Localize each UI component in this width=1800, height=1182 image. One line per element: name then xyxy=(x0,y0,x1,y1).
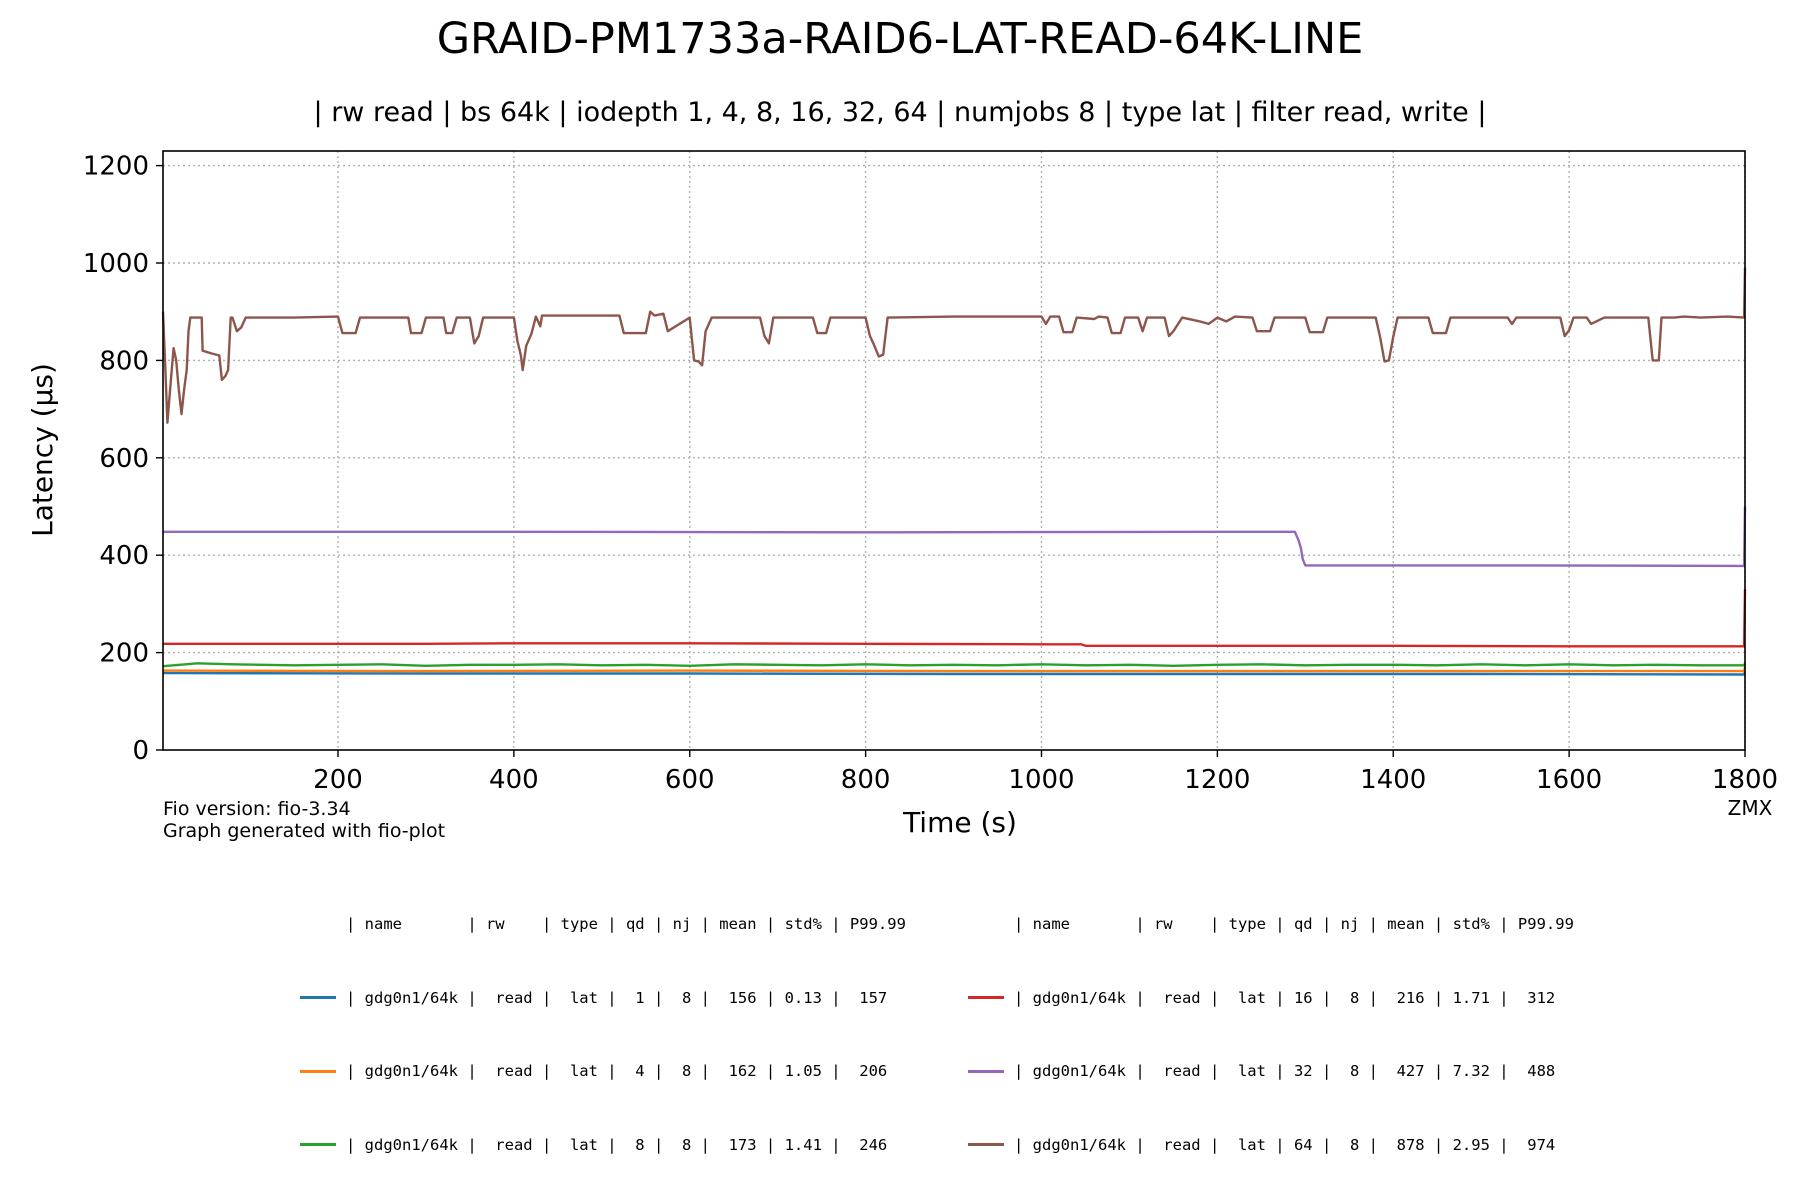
line-chart: 200 400 600 800 1000 1200 1400 1600 1800 0 200 400 6… xyxy=(26,150,1778,839)
legend-row-text: | gdg0n1/64k | read | lat | 32 | 8 | 427… xyxy=(1014,1062,1556,1080)
legend-table-left: | name | rw | type | qd | nj | mean | st… xyxy=(300,863,906,1182)
legend-swatch xyxy=(300,1069,336,1073)
series-line xyxy=(163,589,1747,648)
legend-row-text: | gdg0n1/64k | read | lat | 8 | 8 | 173 … xyxy=(346,1135,888,1154)
x-tick-label: 200 xyxy=(313,765,363,795)
x-tick-label: 600 xyxy=(665,765,715,795)
legend-header-text: | name | rw | type | qd | nj | mean | st… xyxy=(1014,915,1574,933)
legend-row-text: | gdg0n1/64k | read | lat | 4 | 8 | 162 … xyxy=(346,1062,888,1080)
legend-header: | name | rw | type | qd | nj | mean | st… xyxy=(300,912,906,937)
x-tick-label: 400 xyxy=(489,765,539,795)
legend-table-right: | name | rw | type | qd | nj | mean | st… xyxy=(968,863,1574,1182)
author-tag: ZMX xyxy=(1727,796,1773,820)
x-tick-label: 1800 xyxy=(1712,765,1778,795)
fio-version-text: Fio version: fio-3.34 xyxy=(163,798,351,820)
series-line xyxy=(163,506,1747,568)
y-tick-label: 600 xyxy=(99,444,149,474)
plot-frame xyxy=(162,150,1746,751)
series-line xyxy=(161,267,1747,424)
generator-text: Graph generated with fio-plot xyxy=(163,820,446,842)
chart-title: GRAID-PM1733a-RAID6-LAT-READ-64K-LINE xyxy=(436,14,1364,64)
x-tick-label: 1600 xyxy=(1536,765,1602,795)
y-tick-label: 800 xyxy=(99,346,149,376)
series-line xyxy=(162,666,1747,673)
chart-subtitle: | rw read | bs 64k | iodepth 1, 4, 8, 16… xyxy=(313,97,1487,128)
y-tick-label: 200 xyxy=(99,639,149,669)
legend-row: | gdg0n1/64k | read | lat | 64 | 8 | 878… xyxy=(968,1133,1574,1158)
legend-swatch xyxy=(968,1143,1004,1147)
x-tick-label: 1400 xyxy=(1360,765,1426,795)
series-line xyxy=(162,671,1747,676)
legend-row: | gdg0n1/64k | read | lat | 16 | 8 | 216… xyxy=(968,986,1574,1011)
x-tick-label: 1000 xyxy=(1008,765,1074,795)
legend-row-text: | gdg0n1/64k | read | lat | 1 | 8 | 156 … xyxy=(346,988,888,1007)
x-axis-title: Time (s) xyxy=(902,806,1017,839)
series-line xyxy=(162,662,1747,668)
x-tick-label: 800 xyxy=(841,765,891,795)
data-series xyxy=(161,267,1747,676)
x-tick-label: 1200 xyxy=(1184,765,1250,795)
legend-swatch xyxy=(300,996,336,1000)
fio-info: Fio version: fio-3.34 Graph generated wi… xyxy=(163,798,445,842)
legend-row-text: | gdg0n1/64k | read | lat | 16 | 8 | 216… xyxy=(1014,988,1556,1007)
y-axis-title: Latency (µs) xyxy=(26,363,59,537)
legend-row: | gdg0n1/64k | read | lat | 8 | 8 | 173 … xyxy=(300,1133,906,1158)
legend-header-text: | name | rw | type | qd | nj | mean | st… xyxy=(346,915,906,933)
legend-row-text: | gdg0n1/64k | read | lat | 64 | 8 | 878… xyxy=(1014,1135,1556,1154)
y-tick-label: 1200 xyxy=(83,152,149,182)
legend-row: | gdg0n1/64k | read | lat | 1 | 8 | 156 … xyxy=(300,986,906,1011)
legend-swatch xyxy=(300,1143,336,1147)
legend-swatch xyxy=(968,996,1004,1000)
y-tick-label: 400 xyxy=(99,541,149,571)
axis-ticks: 200 400 600 800 1000 1200 1400 1600 1800 0 200 400 6… xyxy=(83,152,1778,795)
y-tick-label: 1000 xyxy=(83,249,149,279)
legend-row: | gdg0n1/64k | read | lat | 32 | 8 | 427… xyxy=(968,1059,1574,1084)
y-tick-label: 0 xyxy=(132,736,149,766)
legend-row: | gdg0n1/64k | read | lat | 4 | 8 | 162 … xyxy=(300,1059,906,1084)
legend-header: | name | rw | type | qd | nj | mean | st… xyxy=(968,912,1574,937)
legend-swatch xyxy=(968,1069,1004,1073)
grid-lines xyxy=(163,151,1746,750)
